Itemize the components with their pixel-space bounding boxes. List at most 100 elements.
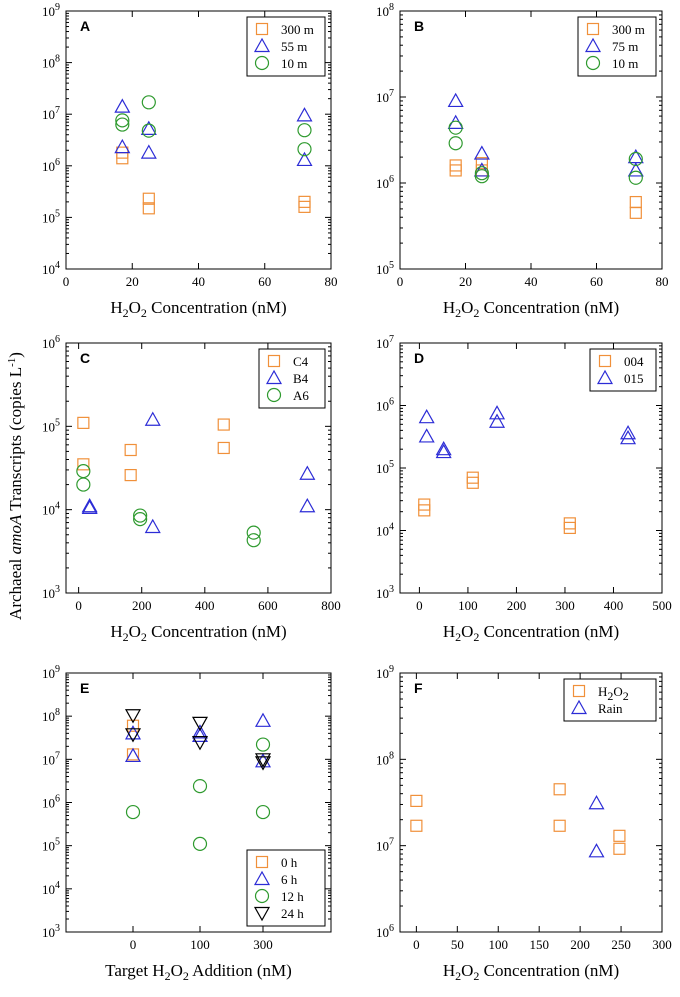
y-tick-exp: 7 xyxy=(389,837,394,848)
y-tick-base: 10 xyxy=(42,56,55,71)
y-tick-label: 107 xyxy=(376,837,394,854)
y-tick-label: 107 xyxy=(42,105,60,122)
y-tick-exp: 6 xyxy=(389,923,394,934)
y-tick-base: 10 xyxy=(376,925,389,940)
y-tick-base: 10 xyxy=(42,419,55,434)
x-axis-label-part: Addition (nM) xyxy=(189,961,292,980)
y-tick-base: 10 xyxy=(42,262,55,277)
data-point xyxy=(466,471,479,484)
data-point xyxy=(628,170,643,185)
x-tick-label: 300 xyxy=(652,937,672,952)
data-point xyxy=(124,725,142,740)
x-axis-label: H2O2 Concentration (nM) xyxy=(443,961,619,983)
data-point xyxy=(76,477,91,492)
data-point xyxy=(613,829,626,842)
y-tick-exp: 6 xyxy=(55,334,60,345)
series-h2o2 xyxy=(410,783,626,855)
x-axis-label-part: Concentration (nM) xyxy=(147,298,287,317)
y-tick-label: 109 xyxy=(42,2,60,19)
data-point xyxy=(629,195,642,209)
data-point xyxy=(125,804,141,820)
x-tick-label: 60 xyxy=(590,274,603,289)
data-point xyxy=(81,497,98,513)
y-tick-label: 108 xyxy=(376,2,394,19)
data-point xyxy=(140,120,157,135)
y-label-close: ) xyxy=(6,352,25,358)
data-point xyxy=(298,195,311,208)
legend-marker xyxy=(253,870,271,886)
y-tick-base: 10 xyxy=(376,586,389,601)
x-tick-label: 200 xyxy=(570,937,590,952)
x-tick-label: 0 xyxy=(416,598,423,613)
x-tick-label: 60 xyxy=(258,274,271,289)
legend-label: Rain xyxy=(598,701,623,716)
x-tick-label: 400 xyxy=(195,598,215,613)
x-tick-label: 300 xyxy=(555,598,575,613)
legend-marker xyxy=(254,55,270,71)
legend-label: 004 xyxy=(624,354,644,369)
y-tick-exp: 9 xyxy=(389,664,394,675)
y-tick-base: 10 xyxy=(42,4,55,19)
x-tick-label: 200 xyxy=(507,598,527,613)
legend-marker xyxy=(570,699,588,715)
data-point xyxy=(296,151,313,167)
y-tick-base: 10 xyxy=(42,839,55,854)
series-b4 xyxy=(81,411,316,534)
data-point xyxy=(142,202,155,215)
x-tick-label: 80 xyxy=(656,274,669,289)
data-point xyxy=(473,145,490,160)
y-tick-base: 10 xyxy=(376,839,389,854)
x-tick-label: 100 xyxy=(190,937,210,952)
data-point xyxy=(410,794,423,808)
y-tick-exp: 3 xyxy=(389,584,394,595)
legend-box xyxy=(246,849,326,927)
y-tick-base: 10 xyxy=(42,752,55,767)
y-tick-exp: 4 xyxy=(389,522,394,533)
y-tick-base: 10 xyxy=(42,925,55,940)
x-tick-label: 100 xyxy=(458,598,478,613)
x-tick-label: 80 xyxy=(325,274,338,289)
data-point xyxy=(191,736,209,751)
data-point xyxy=(133,512,148,527)
legend-label: 300 m xyxy=(281,22,314,37)
y-tick-exp: 8 xyxy=(55,707,60,718)
y-tick-exp: 5 xyxy=(389,260,394,271)
data-point xyxy=(254,753,272,768)
legend-label: B4 xyxy=(293,371,309,386)
legend-marker xyxy=(598,354,612,368)
y-tick-exp: 4 xyxy=(55,260,60,271)
series-6-h xyxy=(124,712,272,768)
series-004 xyxy=(418,471,576,535)
legend-label: 24 h xyxy=(281,906,304,921)
x-axis-label-part: H xyxy=(110,622,122,641)
x-axis-label-part: 2 xyxy=(183,969,189,983)
y-tick-label: 106 xyxy=(376,397,394,414)
legend-marker xyxy=(255,22,269,36)
data-point xyxy=(588,795,605,810)
y-tick-label: 105 xyxy=(376,459,394,476)
x-tick-label: 250 xyxy=(611,937,631,952)
y-tick-label: 105 xyxy=(376,260,394,277)
y-tick-exp: 5 xyxy=(55,208,60,219)
x-axis-label-part: Target H xyxy=(105,961,164,980)
data-point xyxy=(124,709,142,724)
legend-label: 6 h xyxy=(281,872,298,887)
x-axis-label-part: O xyxy=(129,298,141,317)
legend-label: A6 xyxy=(293,388,309,403)
y-label-sup: -1 xyxy=(6,358,18,367)
legend-label-part: 2 xyxy=(623,689,629,703)
data-point xyxy=(126,748,140,761)
data-point xyxy=(140,144,157,159)
y-tick-label: 103 xyxy=(376,584,394,601)
series-55-m xyxy=(114,98,313,167)
data-point xyxy=(115,117,130,132)
y-label-pre: Archaeal xyxy=(6,554,25,620)
data-point xyxy=(124,443,137,457)
series-c4 xyxy=(77,416,230,482)
x-axis-label-part: 2 xyxy=(473,969,479,983)
y-tick-base: 10 xyxy=(42,666,55,681)
data-point xyxy=(254,712,272,727)
data-point xyxy=(563,517,576,530)
